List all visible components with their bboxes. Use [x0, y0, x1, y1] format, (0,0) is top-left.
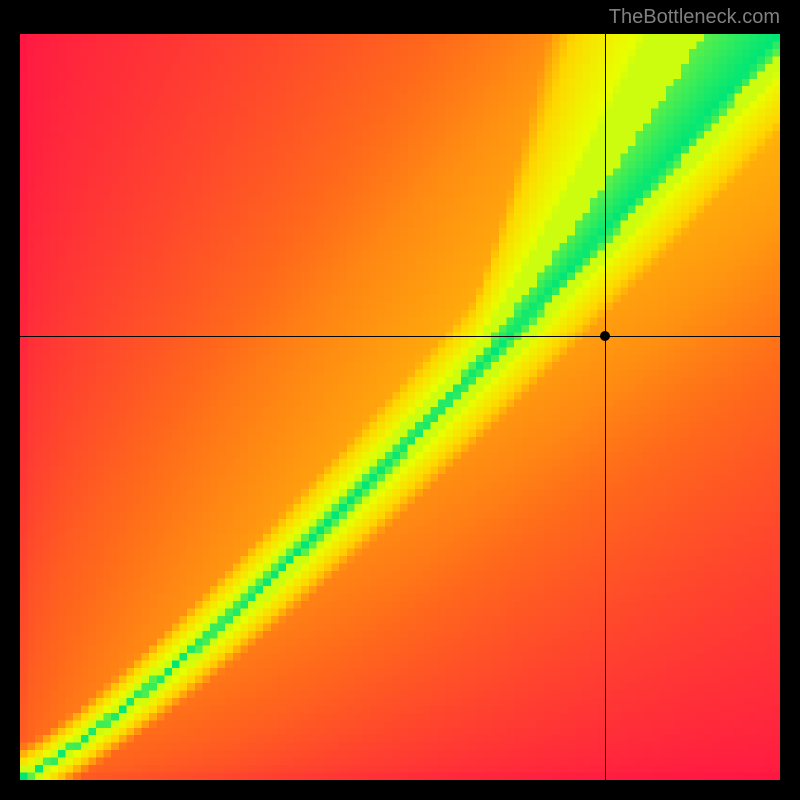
heatmap-canvas — [20, 34, 780, 780]
crosshair-marker — [600, 331, 610, 341]
heatmap-plot — [20, 34, 780, 780]
crosshair-vertical — [605, 34, 606, 780]
watermark-text: TheBottleneck.com — [609, 6, 780, 29]
crosshair-horizontal — [20, 336, 780, 337]
